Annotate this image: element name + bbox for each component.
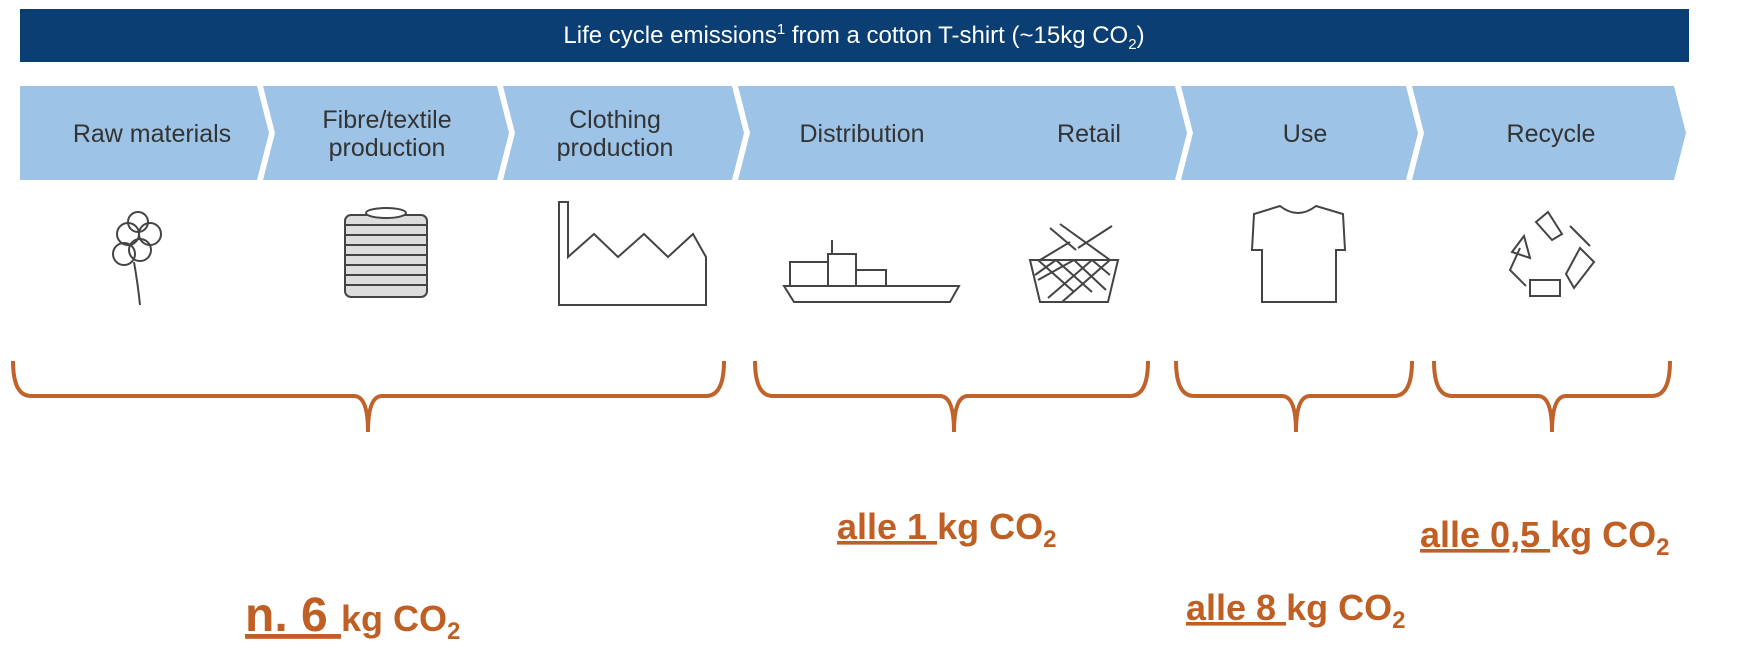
stage-label: Raw materials [73,120,231,148]
title-text: from a cotton T-shirt (~15kg CO [785,22,1128,49]
ship-icon [782,240,961,303]
chevron [1181,86,1418,180]
emission-sub: 2 [1392,607,1405,634]
stage-band: Raw materials Fibre/textileproductionClot… [20,86,1686,180]
stage-label: production [329,134,446,162]
emission-amount: n. 6 [245,589,341,642]
factory-icon [558,201,707,306]
emission-label: alle 0,5 kg CO2 [1420,514,1669,561]
emission-unit: kg CO [1550,514,1656,555]
brace [11,360,726,433]
chevron [1412,86,1686,180]
emission-amount: alle 0,5 [1420,514,1550,555]
title-sup: 1 [777,21,785,38]
icons [112,201,1596,306]
stage-label: Recycle [1507,120,1596,148]
emission-label: alle 8 kg CO2 [1186,587,1405,634]
title-bar [20,9,1689,62]
stage-label: Distribution [799,120,924,148]
recycle-icon [1508,210,1596,297]
emission-unit: kg CO [1286,587,1392,628]
stage-label: Use [1283,120,1327,148]
brace [1174,360,1414,433]
basket-icon [1028,223,1120,303]
emission-sub: 2 [1043,526,1056,553]
emission-sub: 2 [447,618,460,645]
brace [1432,360,1672,433]
title-text: Life cycle emissions [563,22,776,49]
yarn-icon [344,207,428,298]
stage-label: production [557,134,674,162]
stage-label: Retail [1057,120,1121,148]
emission-sub: 2 [1656,534,1669,561]
chevron [503,86,744,180]
stage-label: Clothing [569,106,661,134]
title: Life cycle emissions1 from a cotton T-sh… [563,21,1144,53]
chevron [738,86,1187,180]
brace [753,360,1150,433]
cotton-icon [112,211,162,306]
emission-label: alle 1 kg CO2 [837,506,1056,553]
emission-label: n. 6 kg CO2 [245,589,460,645]
title-text: ) [1137,22,1145,49]
title-sub: 2 [1128,36,1136,53]
emission-unit: kg CO [937,506,1043,547]
stage-label: Fibre/textile [322,106,451,134]
chevron [263,86,509,180]
emission-unit: kg CO [341,598,447,639]
chevron [20,86,269,180]
shirt-icon [1250,204,1347,303]
emission-amount: alle 1 [837,506,937,547]
emission-amount: alle 8 [1186,587,1286,628]
